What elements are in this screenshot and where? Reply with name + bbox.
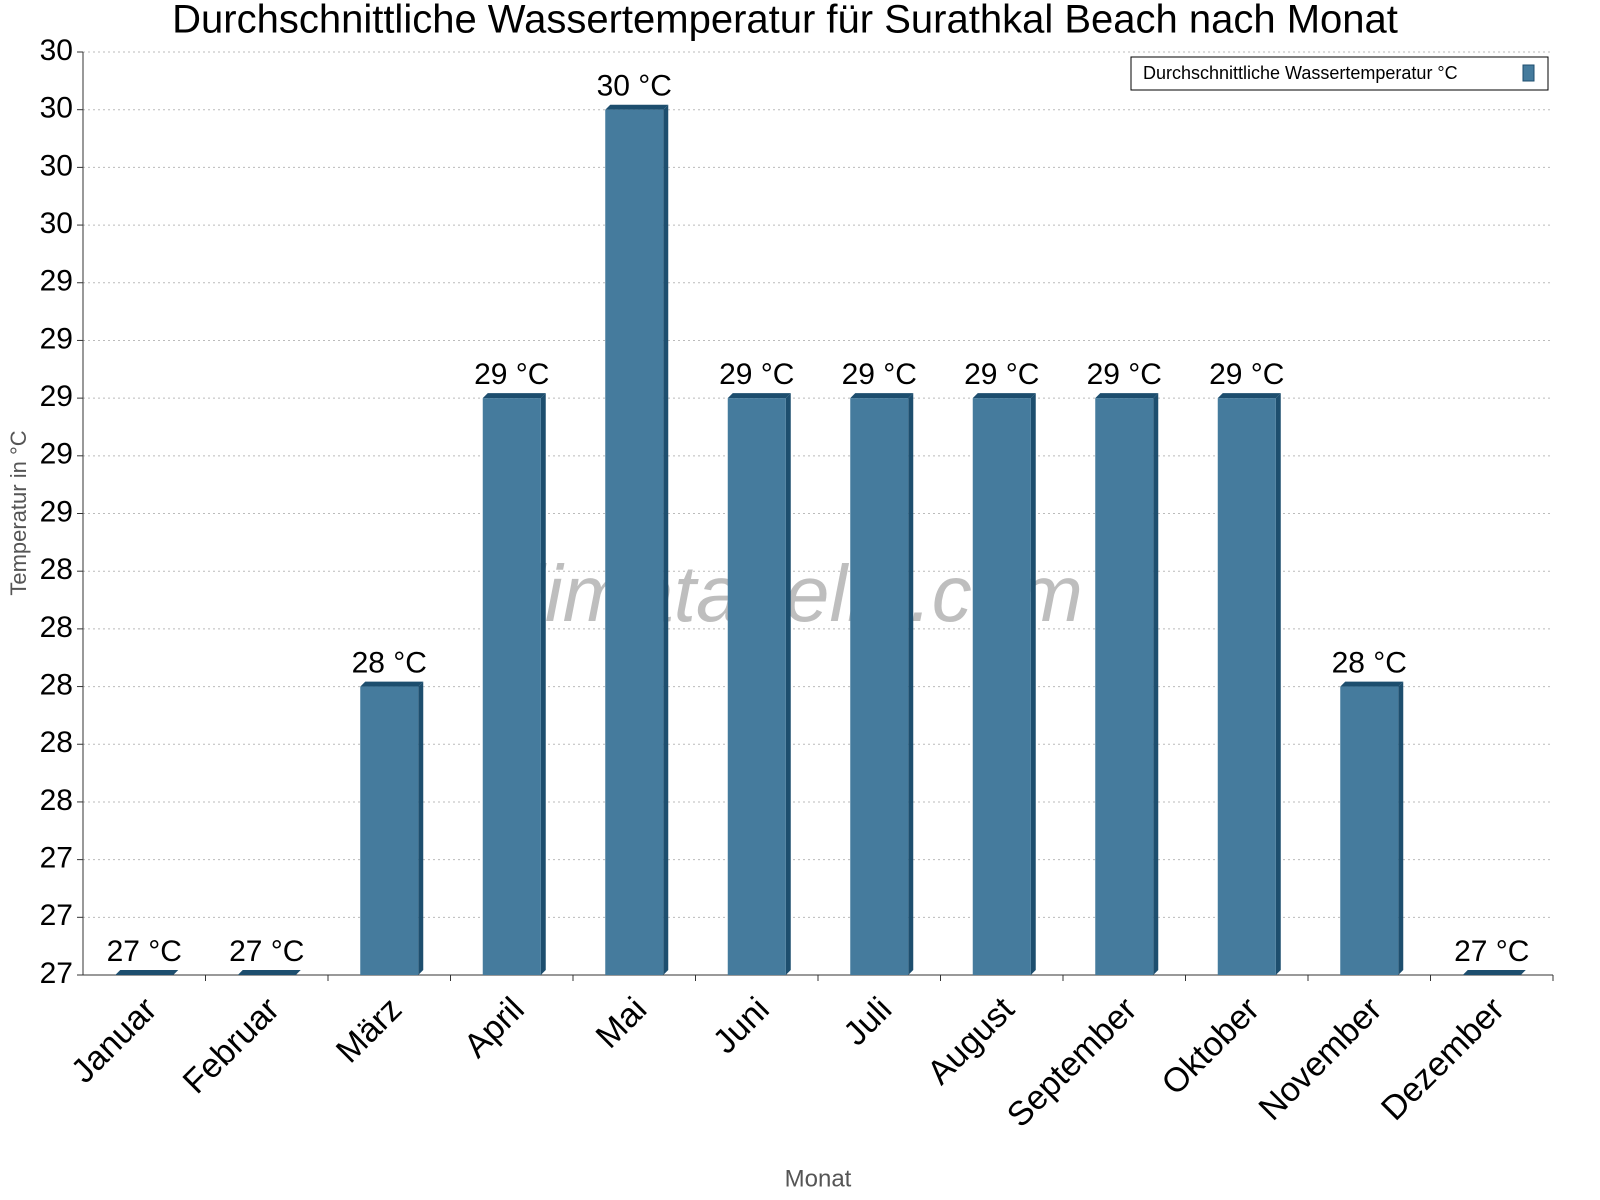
data-label: 29 °C bbox=[1209, 358, 1284, 391]
bar bbox=[237, 970, 301, 975]
bar-part bbox=[1462, 970, 1526, 975]
bar-part bbox=[850, 393, 914, 399]
data-label: 28 °C bbox=[1332, 646, 1407, 679]
bar-part bbox=[360, 686, 419, 975]
bar bbox=[360, 681, 424, 975]
bar bbox=[482, 393, 546, 975]
y-tick-label: 28 bbox=[40, 726, 73, 759]
y-tick-label: 28 bbox=[40, 553, 73, 586]
bar-part bbox=[418, 681, 424, 975]
y-tick-label: 29 bbox=[40, 380, 73, 413]
bar-part bbox=[482, 398, 541, 975]
bar bbox=[727, 393, 791, 975]
bar bbox=[1217, 393, 1281, 975]
bar-part bbox=[785, 393, 791, 975]
y-tick-label: 29 bbox=[40, 322, 73, 355]
bar bbox=[850, 393, 914, 975]
bar-part bbox=[1030, 393, 1036, 975]
y-tick-label: 28 bbox=[40, 611, 73, 644]
bar-part bbox=[605, 104, 669, 110]
bar bbox=[1340, 681, 1404, 975]
y-axis-label: Temperatur in °C bbox=[6, 430, 31, 595]
data-label: 27 °C bbox=[107, 935, 182, 968]
y-tick-label: 27 bbox=[40, 842, 73, 875]
bar-part bbox=[1340, 686, 1399, 975]
bar bbox=[972, 393, 1036, 975]
y-tick-label: 29 bbox=[40, 265, 73, 298]
data-label: 29 °C bbox=[842, 358, 917, 391]
bar-part bbox=[115, 970, 179, 975]
bar-part bbox=[1153, 393, 1159, 975]
bar-part bbox=[972, 398, 1031, 975]
y-tick-label: 27 bbox=[40, 899, 73, 932]
bar-part bbox=[1095, 398, 1154, 975]
data-label: 29 °C bbox=[964, 358, 1039, 391]
legend-swatch bbox=[1522, 64, 1535, 82]
y-tick-label: 30 bbox=[40, 34, 73, 67]
bar-part bbox=[605, 109, 664, 975]
y-tick-label: 30 bbox=[40, 207, 73, 240]
data-label: 29 °C bbox=[474, 358, 549, 391]
bar-part bbox=[972, 393, 1036, 399]
bar bbox=[115, 970, 179, 975]
bar-part bbox=[727, 393, 791, 399]
bar-part bbox=[908, 393, 914, 975]
y-tick-label: 27 bbox=[40, 957, 73, 990]
y-tick-label: 30 bbox=[40, 149, 73, 182]
x-axis-label: Monat bbox=[785, 1165, 852, 1192]
bar-part bbox=[1217, 398, 1276, 975]
bar-part bbox=[360, 681, 424, 687]
bar bbox=[1095, 393, 1159, 975]
bar-part bbox=[1217, 393, 1281, 399]
legend-box bbox=[1130, 56, 1549, 91]
bar-part bbox=[482, 393, 546, 399]
y-tick-label: 28 bbox=[40, 784, 73, 817]
bar-part bbox=[663, 104, 669, 975]
bar-part bbox=[1340, 681, 1404, 687]
y-tick-label: 28 bbox=[40, 668, 73, 701]
bar-part bbox=[540, 393, 546, 975]
data-label: 27 °C bbox=[1454, 935, 1529, 968]
data-label: 29 °C bbox=[719, 358, 794, 391]
data-label: 29 °C bbox=[1087, 358, 1162, 391]
bar-part bbox=[850, 398, 909, 975]
data-label: 30 °C bbox=[597, 70, 672, 103]
y-tick-label: 29 bbox=[40, 438, 73, 471]
bar bbox=[1462, 970, 1526, 975]
data-label: 27 °C bbox=[229, 935, 304, 968]
chart-title: Durchschnittliche Wassertemperatur für S… bbox=[172, 0, 1398, 42]
y-tick-label: 30 bbox=[40, 92, 73, 125]
bar-part bbox=[727, 398, 786, 975]
bar bbox=[605, 104, 669, 975]
bar-part bbox=[1275, 393, 1281, 975]
y-tick-label: 29 bbox=[40, 495, 73, 528]
bar-part bbox=[237, 970, 301, 975]
data-label: 28 °C bbox=[352, 646, 427, 679]
bar-part bbox=[1398, 681, 1404, 975]
legend-label: Durchschnittliche Wassertemperatur °C bbox=[1143, 63, 1458, 83]
bar-part bbox=[1095, 393, 1159, 399]
